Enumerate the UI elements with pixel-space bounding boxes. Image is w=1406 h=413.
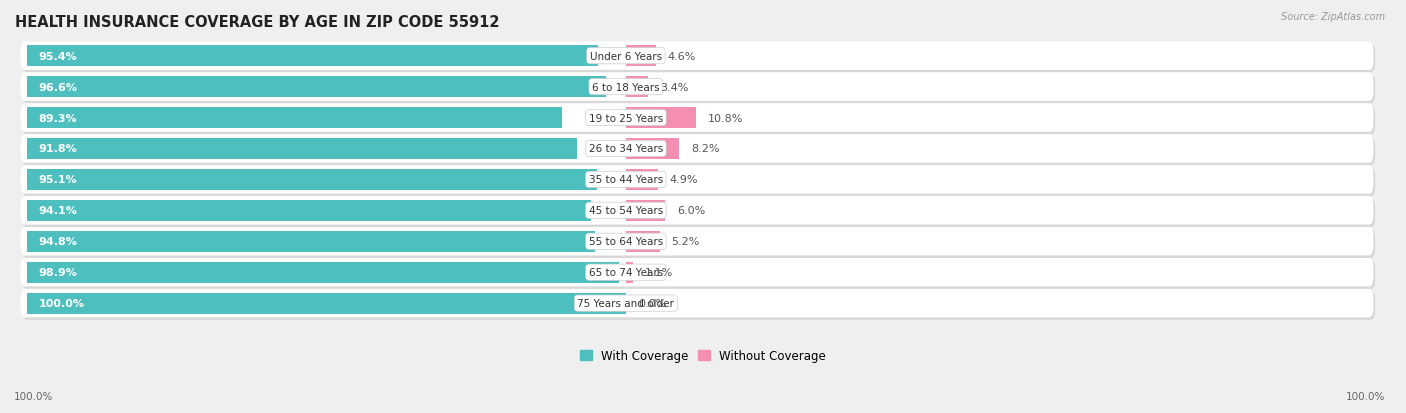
- Bar: [27, 231, 595, 252]
- FancyBboxPatch shape: [21, 289, 1374, 318]
- Bar: [27, 200, 591, 221]
- FancyBboxPatch shape: [21, 104, 1374, 133]
- Bar: [626, 262, 633, 283]
- Bar: [626, 200, 665, 221]
- FancyBboxPatch shape: [22, 230, 1375, 259]
- Text: 45 to 54 Years: 45 to 54 Years: [589, 206, 664, 216]
- FancyBboxPatch shape: [22, 76, 1375, 104]
- Bar: [626, 169, 658, 190]
- Text: HEALTH INSURANCE COVERAGE BY AGE IN ZIP CODE 55912: HEALTH INSURANCE COVERAGE BY AGE IN ZIP …: [15, 15, 499, 30]
- Text: 3.4%: 3.4%: [659, 83, 689, 93]
- Bar: [626, 77, 648, 98]
- Bar: [27, 169, 596, 190]
- FancyBboxPatch shape: [22, 45, 1375, 73]
- Bar: [27, 46, 599, 67]
- FancyBboxPatch shape: [22, 107, 1375, 135]
- Text: 6 to 18 Years: 6 to 18 Years: [592, 83, 659, 93]
- Text: 19 to 25 Years: 19 to 25 Years: [589, 113, 664, 123]
- Text: 4.9%: 4.9%: [669, 175, 699, 185]
- FancyBboxPatch shape: [22, 168, 1375, 197]
- Bar: [626, 46, 657, 67]
- Text: 89.3%: 89.3%: [39, 113, 77, 123]
- Text: 0.0%: 0.0%: [638, 299, 666, 309]
- FancyBboxPatch shape: [22, 261, 1375, 289]
- Bar: [27, 262, 619, 283]
- FancyBboxPatch shape: [21, 73, 1374, 102]
- Bar: [626, 108, 696, 129]
- FancyBboxPatch shape: [22, 292, 1375, 320]
- Text: 1.1%: 1.1%: [645, 268, 673, 278]
- Bar: [27, 293, 626, 314]
- Text: 55 to 64 Years: 55 to 64 Years: [589, 237, 664, 247]
- Text: 95.4%: 95.4%: [39, 52, 77, 62]
- Text: 35 to 44 Years: 35 to 44 Years: [589, 175, 664, 185]
- Text: Under 6 Years: Under 6 Years: [591, 52, 662, 62]
- Text: 5.2%: 5.2%: [672, 237, 700, 247]
- Text: 95.1%: 95.1%: [39, 175, 77, 185]
- Text: 91.8%: 91.8%: [39, 144, 77, 154]
- FancyBboxPatch shape: [22, 138, 1375, 166]
- Text: 10.8%: 10.8%: [709, 113, 744, 123]
- Legend: With Coverage, Without Coverage: With Coverage, Without Coverage: [575, 345, 831, 367]
- Bar: [27, 139, 576, 159]
- FancyBboxPatch shape: [21, 135, 1374, 163]
- Text: 26 to 34 Years: 26 to 34 Years: [589, 144, 664, 154]
- Text: 94.1%: 94.1%: [39, 206, 77, 216]
- FancyBboxPatch shape: [22, 199, 1375, 228]
- Text: Source: ZipAtlas.com: Source: ZipAtlas.com: [1281, 12, 1385, 22]
- Text: 75 Years and older: 75 Years and older: [578, 299, 675, 309]
- FancyBboxPatch shape: [21, 197, 1374, 225]
- Text: 100.0%: 100.0%: [1346, 391, 1385, 401]
- Bar: [626, 139, 679, 159]
- FancyBboxPatch shape: [21, 43, 1374, 71]
- Text: 100.0%: 100.0%: [39, 299, 84, 309]
- Bar: [626, 231, 659, 252]
- Text: 65 to 74 Years: 65 to 74 Years: [589, 268, 664, 278]
- Bar: [27, 77, 606, 98]
- Text: 96.6%: 96.6%: [39, 83, 77, 93]
- Text: 94.8%: 94.8%: [39, 237, 77, 247]
- FancyBboxPatch shape: [21, 166, 1374, 194]
- Text: 100.0%: 100.0%: [14, 391, 53, 401]
- Text: 8.2%: 8.2%: [692, 144, 720, 154]
- FancyBboxPatch shape: [21, 228, 1374, 256]
- Text: 4.6%: 4.6%: [668, 52, 696, 62]
- Text: 98.9%: 98.9%: [39, 268, 77, 278]
- Bar: [27, 108, 562, 129]
- Text: 6.0%: 6.0%: [676, 206, 706, 216]
- FancyBboxPatch shape: [21, 259, 1374, 287]
